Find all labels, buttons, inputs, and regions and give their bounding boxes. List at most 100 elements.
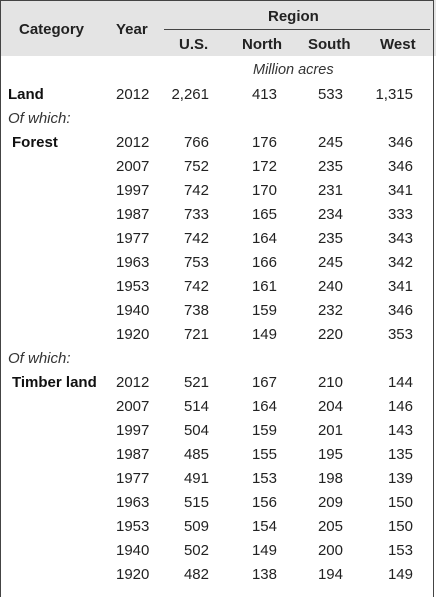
value-cell: 245 <box>317 134 343 151</box>
value-cell: 150 <box>387 518 413 535</box>
value-cell: 170 <box>251 182 277 199</box>
value-cell: 159 <box>251 422 277 439</box>
value-cell: 165 <box>251 206 277 223</box>
value-cell: 153 <box>387 542 413 559</box>
value-cell: 742 <box>183 230 209 247</box>
header-year: Year <box>116 21 148 38</box>
table-row-timber: 1997 504 159 201 143 <box>0 419 436 443</box>
year-cell: 1953 <box>116 278 150 295</box>
table-row-forest: 1940 738 159 232 346 <box>0 299 436 323</box>
year-cell: 2007 <box>116 398 150 415</box>
header-south: South <box>308 36 351 53</box>
value-cell: 234 <box>317 206 343 223</box>
value-cell: 231 <box>317 182 343 199</box>
value-cell: 204 <box>317 398 343 415</box>
value-cell: 161 <box>251 278 277 295</box>
units-label: Million acres <box>253 62 334 78</box>
value-cell: 194 <box>317 566 343 583</box>
table-row-timber: 1940 502 149 200 153 <box>0 539 436 563</box>
value-cell: 156 <box>251 494 277 511</box>
value-cell: 502 <box>183 542 209 559</box>
value-cell: 491 <box>183 470 209 487</box>
table-row-timber: 1963 515 156 209 150 <box>0 491 436 515</box>
value-cell: 721 <box>183 326 209 343</box>
year-cell: 2007 <box>116 158 150 175</box>
value-cell: 342 <box>387 254 413 271</box>
value-cell: 153 <box>251 470 277 487</box>
value-cell: 209 <box>317 494 343 511</box>
year-cell: 1963 <box>116 494 150 511</box>
year-cell: 1940 <box>116 542 150 559</box>
value-cell: 201 <box>317 422 343 439</box>
table-row-timber: 1987 485 155 195 135 <box>0 443 436 467</box>
table-row-forest: 1920 721 149 220 353 <box>0 323 436 347</box>
category-label-forest: Forest <box>12 134 58 151</box>
header-north: North <box>242 36 282 53</box>
value-cell: 155 <box>251 446 277 463</box>
value-cell: 149 <box>251 326 277 343</box>
value-cell: 504 <box>183 422 209 439</box>
table-row-of-which: Of which: <box>0 347 436 371</box>
value-cell: 742 <box>183 278 209 295</box>
value-cell: 235 <box>317 230 343 247</box>
year-cell: 1987 <box>116 206 150 223</box>
value-cell: 533 <box>317 86 343 103</box>
value-cell: 164 <box>251 230 277 247</box>
value-cell: 150 <box>387 494 413 511</box>
year-cell: 2012 <box>116 134 150 151</box>
header-us: U.S. <box>179 36 209 53</box>
year-cell: 1997 <box>116 422 150 439</box>
value-cell: 154 <box>251 518 277 535</box>
year-cell: 1997 <box>116 182 150 199</box>
value-cell: 346 <box>387 302 413 319</box>
year-cell: 1920 <box>116 566 150 583</box>
value-cell: 343 <box>387 230 413 247</box>
year-cell: 1920 <box>116 326 150 343</box>
table-row-forest: 1953 742 161 240 341 <box>0 275 436 299</box>
header-west: West <box>380 36 416 53</box>
value-cell: 144 <box>387 374 413 391</box>
year-cell: 2012 <box>116 374 150 391</box>
table-row-forest: Forest 2012 766 176 245 346 <box>0 131 436 155</box>
region-underline <box>164 29 430 30</box>
category-label-land: Land <box>8 86 44 103</box>
value-cell: 232 <box>317 302 343 319</box>
value-cell: 240 <box>317 278 343 295</box>
value-cell: 164 <box>251 398 277 415</box>
table-row-forest: 1997 742 170 231 341 <box>0 179 436 203</box>
value-cell: 485 <box>183 446 209 463</box>
table-row-forest: 2007 752 172 235 346 <box>0 155 436 179</box>
year-cell: 1940 <box>116 302 150 319</box>
value-cell: 1,315 <box>375 86 413 103</box>
value-cell: 353 <box>387 326 413 343</box>
value-cell: 159 <box>251 302 277 319</box>
value-cell: 521 <box>183 374 209 391</box>
table-row-forest: 1987 733 165 234 333 <box>0 203 436 227</box>
value-cell: 514 <box>183 398 209 415</box>
header-category: Category <box>19 21 85 38</box>
table-header <box>0 0 436 56</box>
value-cell: 733 <box>183 206 209 223</box>
value-cell: 2,261 <box>171 86 209 103</box>
value-cell: 220 <box>317 326 343 343</box>
table-row-timber: 1953 509 154 205 150 <box>0 515 436 539</box>
year-cell: 2012 <box>116 86 150 103</box>
table-row-timber: Timber land 2012 521 167 210 144 <box>0 371 436 395</box>
year-cell: 1977 <box>116 470 150 487</box>
value-cell: 149 <box>251 542 277 559</box>
value-cell: 200 <box>317 542 343 559</box>
category-label-timber: Timber land <box>12 374 97 391</box>
value-cell: 146 <box>387 398 413 415</box>
value-cell: 753 <box>183 254 209 271</box>
value-cell: 341 <box>387 278 413 295</box>
value-cell: 515 <box>183 494 209 511</box>
value-cell: 346 <box>387 134 413 151</box>
value-cell: 167 <box>251 374 277 391</box>
year-cell: 1987 <box>116 446 150 463</box>
value-cell: 149 <box>387 566 413 583</box>
value-cell: 413 <box>251 86 277 103</box>
table-row-of-which: Of which: <box>0 107 436 131</box>
year-cell: 1953 <box>116 518 150 535</box>
value-cell: 742 <box>183 182 209 199</box>
